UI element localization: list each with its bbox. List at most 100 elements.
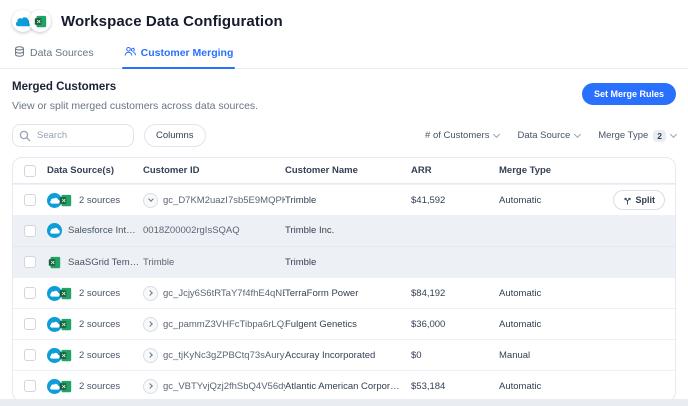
- column-header: Merge Type: [499, 165, 552, 176]
- customer-name: Trimble: [285, 194, 317, 206]
- merged-customers-table: Data Source(s) Customer ID Customer Name…: [12, 157, 676, 402]
- source-icons: [47, 378, 73, 394]
- page-background-strip: [0, 399, 688, 406]
- filter-label: Merge Type: [598, 130, 649, 141]
- source-name: Salesforce Int…: [68, 225, 136, 236]
- chevron-down-icon: [574, 130, 582, 138]
- table-toolbar: Columns # of Customers Data Source Merge…: [0, 112, 688, 147]
- sources-count: 2 sources: [79, 380, 121, 392]
- column-header: Customer ID: [143, 165, 200, 176]
- filter-data-source[interactable]: Data Source: [517, 130, 582, 141]
- source-avatars: [12, 10, 51, 32]
- source-icons: [47, 285, 73, 301]
- customer-id: Trimble: [143, 256, 175, 268]
- salesforce-icon: [12, 10, 34, 32]
- tab-data-sources[interactable]: Data Sources: [12, 42, 96, 68]
- filter-label: Data Source: [517, 130, 571, 141]
- table-header-row: Data Source(s) Customer ID Customer Name…: [13, 158, 675, 184]
- chevron-down-icon: [669, 130, 678, 138]
- search-input[interactable]: [12, 124, 134, 147]
- split-icon: [624, 197, 630, 205]
- users-icon: [124, 46, 136, 60]
- customer-name: Atlantic American Corporation: [285, 380, 411, 392]
- source-name: SaaSGrid Tem…: [68, 256, 140, 268]
- search-icon: [19, 130, 31, 141]
- table-row[interactable]: 2 sources gc_VBTYvjQzj2fhSbQ4V56dy53 Atl…: [13, 370, 675, 401]
- split-button[interactable]: Split: [612, 190, 665, 210]
- expand-row-button[interactable]: [143, 316, 158, 332]
- section-title: Merged Customers: [12, 81, 117, 93]
- salesforce-icon: [47, 316, 62, 332]
- set-merge-rules-button[interactable]: Set Merge Rules: [581, 83, 676, 105]
- chevron-right-icon: [146, 383, 153, 389]
- table-row-child[interactable]: SaaSGrid Tem… Trimble Trimble: [13, 246, 675, 277]
- excel-icon: [29, 10, 51, 32]
- row-checkbox[interactable]: [24, 380, 36, 392]
- excel-icon: [58, 348, 73, 363]
- customer-name: Trimble: [285, 256, 317, 268]
- customer-name: Accuray Incorporated: [285, 349, 376, 361]
- arr-value: $0: [411, 349, 422, 361]
- search-box: [12, 124, 134, 147]
- chevron-down-icon: [493, 130, 501, 138]
- row-checkbox[interactable]: [24, 256, 36, 268]
- excel-icon: [58, 317, 73, 332]
- row-checkbox[interactable]: [24, 318, 36, 330]
- merge-type: Manual: [499, 349, 531, 361]
- table-row-child[interactable]: Salesforce Int… 0018Z00002rgIsSQAQ Trimb…: [13, 215, 675, 246]
- filter-group: # of Customers Data Source Merge Type 2: [425, 129, 678, 142]
- section-subtitle: View or split merged customers across da…: [12, 100, 259, 112]
- customer-id: gc_VBTYvjQzj2fhSbQ4V56dy53: [163, 380, 285, 392]
- excel-icon: [58, 193, 73, 208]
- expand-row-button[interactable]: [143, 378, 158, 394]
- expand-row-button[interactable]: [143, 285, 158, 301]
- merge-type: Automatic: [499, 194, 542, 206]
- tab-customer-merging[interactable]: Customer Merging: [121, 42, 236, 69]
- customer-id: gc_D7KM2uazI7sb5E9MQPKnHd: [163, 194, 285, 206]
- row-checkbox[interactable]: [24, 194, 36, 206]
- merge-type: Automatic: [499, 380, 542, 392]
- table-row[interactable]: 2 sources gc_Jcjy6S6tRTaY7f4fhE4qNB Terr…: [13, 277, 675, 308]
- column-header: Customer Name: [285, 165, 358, 176]
- filter-label: # of Customers: [425, 130, 490, 141]
- page-header: Workspace Data Configuration: [0, 0, 688, 36]
- database-icon: [14, 46, 25, 60]
- excel-icon: [58, 286, 73, 301]
- salesforce-icon: [47, 347, 62, 363]
- tab-label: Customer Merging: [140, 47, 234, 59]
- row-checkbox[interactable]: [24, 224, 36, 237]
- table-row[interactable]: 2 sources gc_tjKyNc3gZPBCtq73sAuryb3 Acc…: [13, 339, 675, 370]
- filter-merge-type[interactable]: Merge Type 2: [598, 129, 678, 142]
- chevron-right-icon: [146, 321, 153, 327]
- salesforce-icon: [47, 223, 62, 238]
- sources-count: 2 sources: [79, 318, 121, 330]
- excel-icon: [47, 255, 62, 270]
- excel-icon: [58, 379, 73, 394]
- table-row[interactable]: 2 sources gc_pammZ3VHFcTibpa6rLQzb63 Ful…: [13, 308, 675, 339]
- collapse-row-button[interactable]: [143, 192, 158, 208]
- chevron-right-icon: [146, 290, 153, 296]
- filter-count-badge: 2: [653, 129, 666, 142]
- row-checkbox[interactable]: [24, 287, 36, 299]
- column-header: ARR: [411, 165, 432, 176]
- salesforce-icon: [47, 378, 62, 394]
- source-icons: [47, 316, 73, 332]
- arr-value: $53,184: [411, 380, 446, 392]
- customer-name: Fulgent Genetics: [285, 318, 357, 330]
- merge-type: Automatic: [499, 318, 542, 330]
- column-header: Data Source(s): [47, 165, 115, 176]
- expand-row-button[interactable]: [143, 347, 158, 363]
- filter-num-customers[interactable]: # of Customers: [425, 130, 501, 141]
- select-all-checkbox[interactable]: [24, 164, 36, 177]
- table-row[interactable]: 2 sources gc_D7KM2uazI7sb5E9MQPKnHd Trim…: [13, 184, 675, 215]
- merge-type: Automatic: [499, 287, 542, 299]
- merged-customers-section-header: Merged Customers View or split merged cu…: [0, 69, 688, 112]
- tab-bar: Data Sources Customer Merging: [0, 36, 688, 69]
- customer-id: 0018Z00002rgIsSQAQ: [143, 225, 240, 236]
- columns-button[interactable]: Columns: [144, 124, 206, 147]
- tab-label: Data Sources: [30, 47, 94, 59]
- sources-count: 2 sources: [79, 194, 121, 206]
- row-checkbox[interactable]: [24, 349, 36, 361]
- sources-count: 2 sources: [79, 287, 121, 299]
- chevron-down-icon: [147, 196, 154, 202]
